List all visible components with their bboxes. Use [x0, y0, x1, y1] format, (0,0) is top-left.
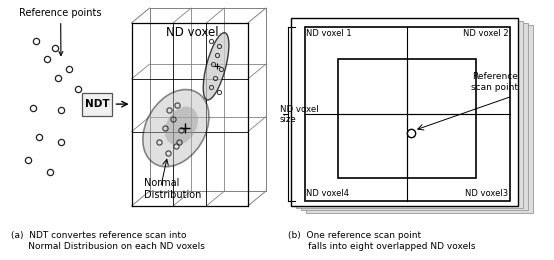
Bar: [338, 60, 476, 178]
Bar: [305, 28, 510, 201]
Text: Reference points: Reference points: [19, 8, 102, 55]
Ellipse shape: [143, 89, 209, 167]
Text: ND voxel: ND voxel: [166, 25, 219, 38]
Ellipse shape: [203, 33, 229, 100]
Text: Reference
scan point: Reference scan point: [471, 72, 518, 92]
Bar: [291, 18, 518, 206]
Text: (b)  One reference scan point
       falls into eight overlapped ND voxels: (b) One reference scan point falls into …: [288, 231, 475, 251]
Text: NDT: NDT: [85, 99, 109, 109]
Ellipse shape: [165, 107, 198, 145]
Bar: [306, 25, 533, 213]
Text: ND voxel 1: ND voxel 1: [306, 29, 352, 38]
Text: Normal
Distribution: Normal Distribution: [144, 178, 202, 200]
Text: ND voxel3: ND voxel3: [465, 189, 509, 198]
Text: ND voxel4: ND voxel4: [306, 189, 349, 198]
Bar: [296, 21, 523, 208]
FancyBboxPatch shape: [82, 93, 112, 115]
Text: ND voxel 2: ND voxel 2: [463, 29, 509, 38]
Text: ND voxel
size: ND voxel size: [280, 105, 319, 124]
Bar: [301, 23, 528, 211]
Text: (a)  NDT convertes reference scan into
      Normal Distribusion on each ND voxe: (a) NDT convertes reference scan into No…: [11, 231, 205, 251]
